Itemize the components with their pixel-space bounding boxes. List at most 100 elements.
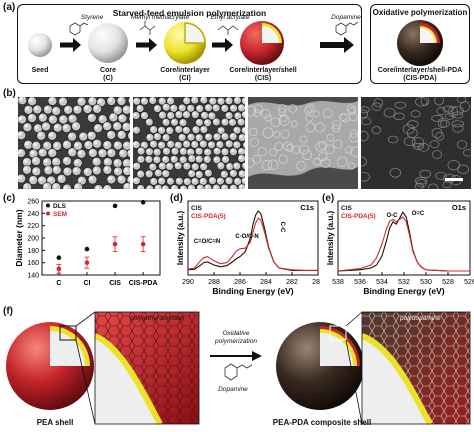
e-annotation: O=C	[412, 211, 425, 217]
sem-film-cell	[407, 120, 419, 129]
ethyl-acrylate-molecule-icon	[217, 25, 239, 35]
sem-particle-highlight	[205, 134, 210, 138]
sem-ci-particles	[133, 97, 245, 189]
sem-particle-highlight	[192, 97, 196, 101]
sem-film-bump	[320, 157, 331, 168]
oxidative-box-title: Oxidative polymerization	[372, 8, 468, 17]
sem-particle-highlight	[183, 111, 187, 116]
sem-particle-highlight	[128, 176, 130, 181]
sem-film-bump	[332, 120, 342, 130]
sem-particle-highlight	[167, 141, 172, 145]
sem-particle-highlight	[226, 141, 230, 145]
sem-film-bump	[345, 146, 353, 154]
pea-pda-shell-inset	[360, 311, 471, 426]
sem-particle-highlight	[137, 105, 141, 109]
sem-particle-highlight	[183, 141, 188, 145]
sem-particle-highlight	[242, 98, 245, 102]
reagent-ethyl-acrylate: Ethyl acrylate	[210, 14, 250, 21]
sem-particle-highlight	[229, 119, 234, 123]
sem-particle-highlight	[189, 155, 193, 160]
sem-particle-highlight	[93, 140, 98, 145]
sem-image-cis	[248, 97, 358, 189]
sem-particle-highlight	[179, 134, 183, 138]
sem-particle-highlight	[128, 132, 130, 137]
sem-particle-highlight	[188, 185, 192, 189]
sem-particle-highlight	[44, 142, 48, 147]
oxidative-box	[370, 4, 470, 84]
sem-particle-highlight	[123, 160, 128, 164]
reagent-dopamine: Dopamine	[331, 14, 361, 21]
sem-particle-highlight	[150, 164, 154, 168]
sem-particle-highlight	[192, 111, 196, 116]
sem-film-cell	[361, 130, 369, 142]
sem-particle-highlight	[114, 168, 119, 173]
sem-particle-highlight	[38, 177, 43, 182]
sem-particle-highlight	[162, 156, 167, 161]
sem-film-bump	[254, 104, 263, 114]
sem-particle-highlight	[183, 127, 187, 131]
chart-c-diameter: 140 160 180 200 220 240 260 C CI CIS CIS-PDA Diamet…	[14, 199, 161, 287]
sem-particle-highlight	[180, 119, 184, 124]
sem-particle-highlight	[242, 111, 245, 116]
d-xlabel: Binding Energy (eV)	[212, 286, 293, 296]
sem-particle-highlight	[192, 178, 196, 182]
sem-particle-highlight	[163, 148, 167, 152]
sem-film-bump	[278, 104, 287, 113]
sem-particle-highlight	[163, 119, 167, 123]
sem-particle-highlight	[97, 99, 102, 103]
dopamine-molecule-icon	[335, 21, 359, 36]
sem-particle-highlight	[200, 163, 205, 168]
sem-particle-highlight	[200, 141, 204, 145]
sem-particle-highlight	[192, 164, 196, 168]
sem-film-bump	[305, 122, 316, 133]
emulsion-box-title: Starved-feed emulsion polymerization	[112, 8, 267, 18]
sem-film-cell	[411, 137, 425, 148]
pea-pda-shell-label: PEA-PDA composite shell	[272, 418, 372, 427]
sem-particle-highlight	[88, 132, 93, 137]
sem-film-cell	[434, 97, 444, 106]
chart-c-xtick-label: CI	[83, 280, 90, 287]
sem-film-bump	[349, 133, 358, 143]
sem-particle-highlight	[133, 112, 137, 117]
sem-particle-highlight	[158, 127, 163, 131]
sem-film-bump	[283, 141, 293, 152]
sem-film-cell	[440, 119, 450, 128]
sem-particle-highlight	[197, 185, 201, 189]
sem-film-bump	[252, 155, 262, 164]
sem-film-cell	[431, 127, 443, 139]
sem-film-cell	[361, 172, 370, 182]
sem-film-cell	[402, 124, 415, 135]
chart-c-ytick-label: 140	[27, 273, 39, 280]
sem-film-cell	[417, 143, 430, 152]
e-ylabel: Intensity (a.u.)	[326, 211, 335, 266]
sem-particle-highlight	[242, 178, 245, 182]
sem-particle-highlight	[238, 155, 243, 160]
sem-particle-highlight	[18, 116, 23, 121]
sem-particle-highlight	[119, 115, 124, 120]
pea-shell-inset	[93, 311, 200, 426]
sem-particle-highlight	[154, 149, 158, 153]
sem-particle-highlight	[230, 133, 234, 138]
sem-film-bump	[318, 141, 328, 150]
d-xtick-label: 288	[208, 279, 220, 286]
sem-particle-highlight	[147, 186, 151, 189]
sem-film-cell	[431, 115, 444, 122]
sem-particle-highlight	[158, 142, 163, 146]
sem-film-cell	[414, 176, 428, 185]
sem-cis-film	[248, 101, 358, 177]
sem-film-cell	[462, 149, 471, 157]
sem-particle-highlight	[34, 106, 38, 111]
sem-film-bump	[267, 159, 279, 171]
sem-particle-highlight	[93, 167, 98, 172]
sem-film-bump	[315, 141, 326, 152]
sem-particle-highlight	[238, 119, 242, 123]
sem-particle-highlight	[230, 149, 234, 153]
chart-e-o1s: 538 536 534 532 530 528 526 Binding Energy (eV)…	[326, 200, 474, 296]
sem-particle-highlight	[210, 98, 214, 102]
e-xtick-label: 528	[442, 279, 454, 286]
sem-particle-highlight	[44, 106, 49, 111]
e-xtick-label: 526	[464, 279, 474, 286]
sem-particle-highlight	[25, 106, 30, 111]
sem-film-bump	[278, 154, 288, 164]
sem-film-bump	[332, 124, 341, 133]
